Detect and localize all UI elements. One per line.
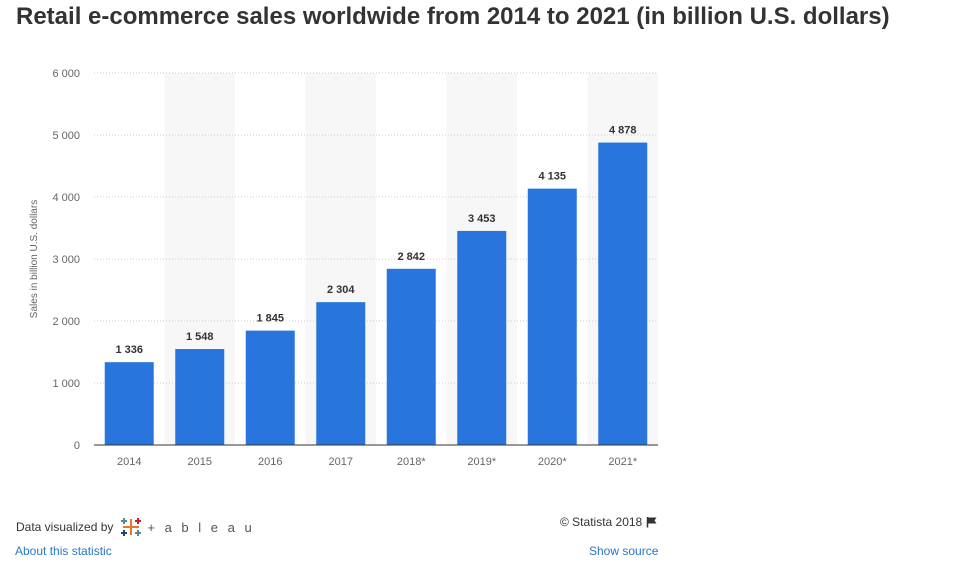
y-tick-label: 6 000	[52, 68, 80, 80]
tableau-wordmark: + a b l e a u	[147, 519, 255, 535]
data-label: 1 845	[256, 313, 284, 325]
x-tick-label: 2020*	[538, 456, 567, 468]
y-tick-label: 2 000	[52, 316, 80, 328]
data-label: 2 304	[327, 284, 355, 296]
y-tick-label: 3 000	[52, 254, 80, 266]
gridlines	[94, 72, 658, 384]
data-label: 4 878	[609, 125, 637, 137]
data-label: 4 135	[538, 171, 566, 183]
about-this-statistic-link[interactable]: About this statistic	[15, 544, 112, 558]
bar[interactable]	[104, 362, 154, 445]
x-tick-label: 2017	[329, 456, 353, 468]
copyright-text: © Statista 2018	[560, 515, 643, 529]
bar[interactable]	[316, 302, 366, 445]
visualized-by-text: Data visualized by	[16, 520, 114, 534]
y-axis-title: Sales in billion U.S. dollars	[29, 200, 40, 318]
x-tick-label: 2015	[188, 456, 212, 468]
flag-icon[interactable]	[646, 516, 658, 528]
bar[interactable]	[245, 330, 295, 445]
tableau-icon	[121, 518, 142, 536]
data-label: 3 453	[468, 213, 496, 225]
data-labels: 1 336 1 548 1 845 2 304 2 842 3 453 4 135 4 878	[115, 125, 636, 357]
data-label: 1 548	[186, 331, 214, 343]
tableau-logo[interactable]: + a b l e a u	[119, 516, 254, 538]
bar[interactable]	[175, 349, 225, 445]
bar-chart: 0 1 000 2 000 3 000 4 000 5 000 6 000 1 336 1 5…	[29, 68, 658, 468]
x-tick-label: 2019*	[467, 456, 496, 468]
x-tick-label: 2021*	[608, 456, 637, 468]
x-axis-ticks: 2014 2015 2016 2017 2018* 2019* 2020* 2021*	[117, 456, 638, 468]
y-tick-label: 5 000	[52, 130, 80, 142]
bars	[104, 142, 648, 445]
data-label: 1 336	[115, 344, 143, 356]
data-label: 2 842	[397, 251, 425, 263]
bar[interactable]	[527, 188, 577, 445]
y-tick-label: 4 000	[52, 192, 80, 204]
chart-title: Retail e-commerce sales worldwide from 2…	[16, 3, 890, 30]
x-tick-label: 2018*	[397, 456, 426, 468]
show-source-link[interactable]: Show source	[589, 544, 659, 558]
y-axis-ticks: 0 1 000 2 000 3 000 4 000 5 000 6 000	[52, 68, 80, 452]
y-tick-label: 1 000	[52, 378, 80, 390]
data-visualized-by: Data visualized by + a b l e a u	[16, 516, 255, 538]
bar[interactable]	[457, 230, 507, 445]
x-tick-label: 2014	[117, 456, 141, 468]
bar[interactable]	[386, 268, 436, 445]
x-tick-label: 2016	[258, 456, 282, 468]
copyright: © Statista 2018	[560, 515, 658, 529]
y-tick-label: 0	[74, 440, 80, 452]
bar[interactable]	[598, 142, 648, 445]
